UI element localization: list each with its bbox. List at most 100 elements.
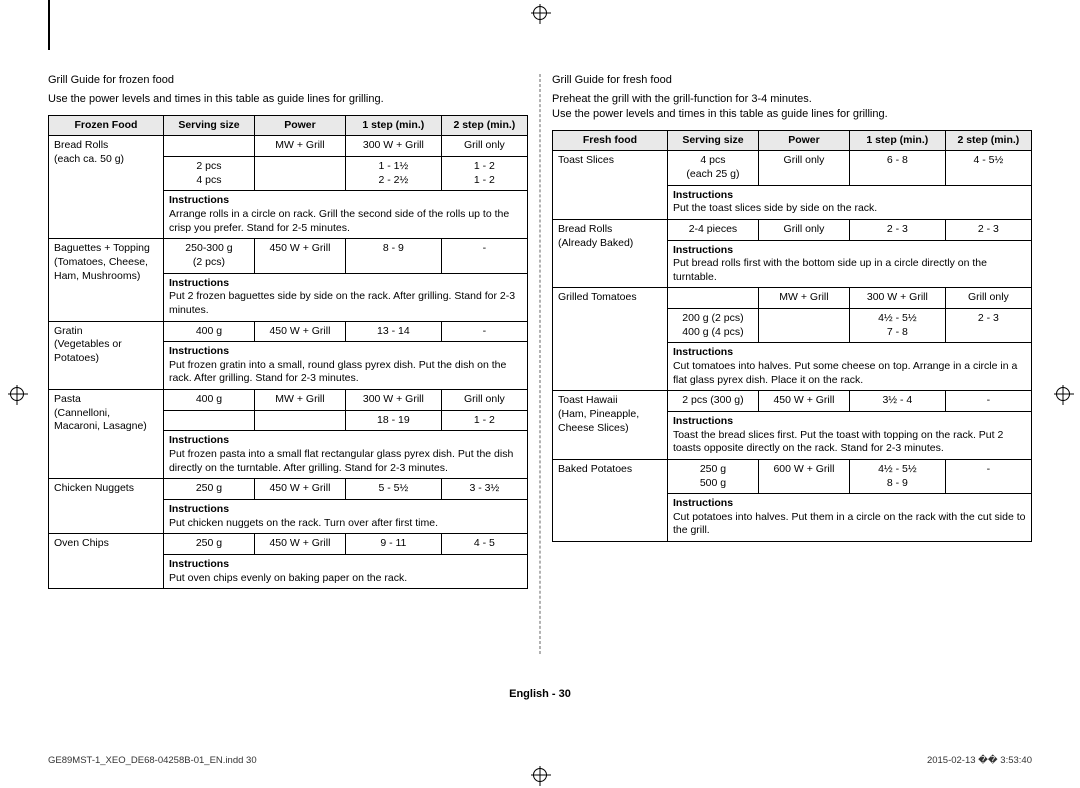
data-cell: 2 - 3 [945,219,1031,240]
data-cell: - [441,321,527,342]
data-cell: 400 g [163,390,254,411]
table-row: Baguettes + Topping(Tomatoes, Cheese, Ha… [49,239,528,273]
instructions-cell: InstructionsPut frozen gratin into a sma… [163,342,527,390]
column-header: Serving size [667,130,758,151]
table-row: Pasta(Cannelloni, Macaroni, Lasagne)400 … [49,390,528,411]
table-row: Oven Chips250 g450 W + Grill9 - 114 - 5 [49,534,528,555]
registration-mark [533,6,547,20]
food-name-cell: Grilled Tomatoes [553,288,668,391]
data-cell: - [945,391,1031,412]
column-header: Frozen Food [49,115,164,136]
data-cell: MW + Grill [254,390,345,411]
instructions-cell: InstructionsPut 2 frozen baguettes side … [163,273,527,321]
data-cell: 450 W + Grill [254,534,345,555]
left-intro: Use the power levels and times in this t… [48,92,528,107]
right-title: Grill Guide for fresh food [552,74,1032,86]
data-cell: 250 g500 g [667,459,758,493]
table-row: Bread Rolls(each ca. 50 g)MW + Grill300 … [49,136,528,157]
instructions-cell: InstructionsPut frozen pasta into a smal… [163,431,527,479]
data-cell: 450 W + Grill [758,391,849,412]
data-cell: Grill only [441,390,527,411]
column-header: 2 step (min.) [441,115,527,136]
data-cell: 300 W + Grill [345,390,441,411]
food-name-cell: Toast Slices [553,151,668,220]
food-name-cell: Chicken Nuggets [49,479,164,534]
data-cell: 13 - 14 [345,321,441,342]
table-row: Baked Potatoes250 g500 g600 W + Grill4½ … [553,459,1032,493]
table-row: Toast Slices4 pcs(each 25 g)Grill only6 … [553,151,1032,185]
data-cell [163,410,254,431]
data-cell: 1 - 1½2 - 2½ [345,157,441,191]
column-divider [540,74,541,654]
data-cell: 450 W + Grill [254,321,345,342]
table-row: Grilled TomatoesMW + Grill300 W + GrillG… [553,288,1032,309]
table-row: Chicken Nuggets250 g450 W + Grill5 - 5½3… [49,479,528,500]
data-cell: Grill only [758,219,849,240]
data-cell: 2 pcs4 pcs [163,157,254,191]
instructions-cell: InstructionsPut chicken nuggets on the r… [163,499,527,533]
data-cell [667,288,758,309]
food-name-cell: Bread Rolls(each ca. 50 g) [49,136,164,239]
data-cell: - [945,459,1031,493]
data-cell: 250-300 g(2 pcs) [163,239,254,273]
data-cell: 3½ - 4 [849,391,945,412]
table-row: Gratin(Vegetables or Potatoes)400 g450 W… [49,321,528,342]
footer: GE89MST-1_XEO_DE68-04258B-01_EN.indd 30 … [48,755,1032,766]
data-cell: Grill only [945,288,1031,309]
data-cell: MW + Grill [254,136,345,157]
instructions-cell: InstructionsCut potatoes into halves. Pu… [667,494,1031,542]
data-cell: 4 - 5½ [945,151,1031,185]
instructions-cell: InstructionsPut oven chips evenly on bak… [163,554,527,588]
data-cell: 6 - 8 [849,151,945,185]
data-cell [254,157,345,191]
instructions-cell: InstructionsCut tomatoes into halves. Pu… [667,343,1031,391]
data-cell: 450 W + Grill [254,479,345,500]
instructions-cell: InstructionsArrange rolls in a circle on… [163,191,527,239]
data-cell: 4 - 5 [441,534,527,555]
frozen-food-table: Frozen FoodServing sizePower1 step (min.… [48,115,528,589]
data-cell: - [441,239,527,273]
registration-mark [533,768,547,782]
data-cell: 250 g [163,479,254,500]
footer-timestamp: 2015-02-13 �� 3:53:40 [927,755,1032,766]
food-name-cell: Toast Hawaii(Ham, Pineapple, Cheese Slic… [553,391,668,460]
data-cell: 300 W + Grill [849,288,945,309]
data-cell: 600 W + Grill [758,459,849,493]
column-header: Serving size [163,115,254,136]
column-header: Power [758,130,849,151]
table-row: Bread Rolls(Already Baked)2-4 piecesGril… [553,219,1032,240]
data-cell: Grill only [441,136,527,157]
data-cell: Grill only [758,151,849,185]
data-cell: 18 - 19 [345,410,441,431]
food-name-cell: Baguettes + Topping(Tomatoes, Cheese, Ha… [49,239,164,321]
page-number: English - 30 [48,688,1032,700]
data-cell: 3 - 3½ [441,479,527,500]
right-intro: Preheat the grill with the grill-functio… [552,92,1032,122]
data-cell: 400 g [163,321,254,342]
data-cell: 4 pcs(each 25 g) [667,151,758,185]
data-cell [758,309,849,343]
column-header: 2 step (min.) [945,130,1031,151]
footer-filename: GE89MST-1_XEO_DE68-04258B-01_EN.indd 30 [48,755,257,766]
column-header: Power [254,115,345,136]
instructions-cell: InstructionsPut the toast slices side by… [667,185,1031,219]
data-cell: 5 - 5½ [345,479,441,500]
data-cell [254,410,345,431]
food-name-cell: Gratin(Vegetables or Potatoes) [49,321,164,390]
fresh-food-table: Fresh foodServing sizePower1 step (min.)… [552,130,1032,542]
data-cell: 2 pcs (300 g) [667,391,758,412]
data-cell: 250 g [163,534,254,555]
instructions-cell: InstructionsPut bread rolls first with t… [667,240,1031,288]
instructions-cell: InstructionsToast the bread slices first… [667,411,1031,459]
data-cell: 8 - 9 [345,239,441,273]
data-cell: 1 - 21 - 2 [441,157,527,191]
table-row: Toast Hawaii(Ham, Pineapple, Cheese Slic… [553,391,1032,412]
data-cell: 4½ - 5½7 - 8 [849,309,945,343]
data-cell: 9 - 11 [345,534,441,555]
food-name-cell: Bread Rolls(Already Baked) [553,219,668,288]
column-header: 1 step (min.) [345,115,441,136]
food-name-cell: Baked Potatoes [553,459,668,541]
data-cell: 450 W + Grill [254,239,345,273]
data-cell: 200 g (2 pcs)400 g (4 pcs) [667,309,758,343]
food-name-cell: Pasta(Cannelloni, Macaroni, Lasagne) [49,390,164,479]
